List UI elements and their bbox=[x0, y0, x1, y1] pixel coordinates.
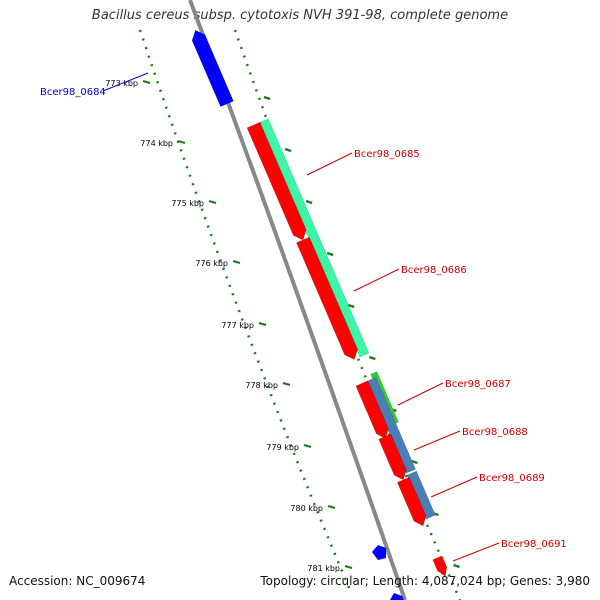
gene-arrow-forward bbox=[432, 555, 448, 577]
gene-label: Bcer98_0686 bbox=[401, 265, 467, 276]
accession-text: Accession: NC_009674 bbox=[9, 574, 146, 588]
tick-mark bbox=[232, 260, 241, 264]
gene-labels: Bcer98_0684 Bcer98_0685 Bcer98_0686 Bcer98_… bbox=[40, 72, 567, 562]
gene-label-leader bbox=[102, 72, 149, 92]
tick-label: 778 kbp bbox=[245, 381, 278, 390]
outer-ring-dash bbox=[263, 95, 271, 101]
outer-ring-dash bbox=[368, 355, 376, 361]
gene-track bbox=[191, 29, 448, 600]
gene-label: Bcer98_0689 bbox=[479, 473, 545, 484]
gene-label-leader bbox=[452, 542, 500, 562]
tick-mark bbox=[344, 565, 353, 569]
tick-label: 780 kbp bbox=[290, 504, 323, 513]
gene-arrow-reverse bbox=[191, 29, 234, 107]
gene-arrow-forward bbox=[378, 433, 407, 481]
tick-label: 775 kbp bbox=[171, 199, 204, 208]
gene-label-leader bbox=[397, 382, 444, 406]
gene-label: Bcer98_0688 bbox=[462, 427, 528, 438]
gene-arrow-forward bbox=[355, 380, 389, 440]
feature-track bbox=[258, 118, 436, 520]
tick-mark bbox=[142, 80, 151, 84]
gene-arrow-reverse bbox=[372, 545, 386, 560]
gene-label-leader bbox=[306, 152, 353, 176]
gene-label: Bcer98_0684 bbox=[40, 87, 106, 98]
inner-dotted-ring bbox=[138, 29, 352, 591]
outer-ring-dash bbox=[326, 251, 334, 257]
gene-arrow-reverse bbox=[390, 593, 404, 600]
tick-label: 777 kbp bbox=[221, 321, 254, 330]
outer-ring-dash bbox=[347, 303, 355, 309]
outer-ring-dash bbox=[305, 199, 313, 205]
gene-label: Bcer98_0691 bbox=[501, 539, 567, 550]
tick-label: 779 kbp bbox=[266, 443, 299, 452]
tick-label: 774 kbp bbox=[140, 139, 173, 148]
gene-arrow-forward bbox=[397, 476, 427, 527]
tick-mark bbox=[303, 444, 312, 448]
tick-label: 781 kbp bbox=[307, 564, 340, 573]
gene-label: Bcer98_0687 bbox=[445, 379, 511, 390]
tick-mark bbox=[282, 382, 291, 386]
tick-mark bbox=[327, 505, 336, 509]
gene-arrow-forward bbox=[246, 121, 307, 241]
gene-label-leader bbox=[353, 268, 400, 292]
gene-label: Bcer98_0685 bbox=[354, 149, 420, 160]
tick-mark bbox=[258, 322, 267, 326]
gene-arrow-forward bbox=[296, 236, 358, 360]
outer-ring-dash bbox=[411, 459, 418, 465]
tick-mark bbox=[177, 140, 186, 144]
tick-mark bbox=[208, 200, 217, 204]
genome-summary: Topology: circular; Length: 4,087,024 bp… bbox=[260, 574, 590, 588]
outer-ring-dash bbox=[453, 563, 460, 569]
gene-label-leader bbox=[430, 476, 478, 498]
outer-ring-dash bbox=[284, 147, 292, 153]
gene-label-leader bbox=[413, 430, 461, 451]
tick-label: 776 kbp bbox=[195, 259, 228, 268]
